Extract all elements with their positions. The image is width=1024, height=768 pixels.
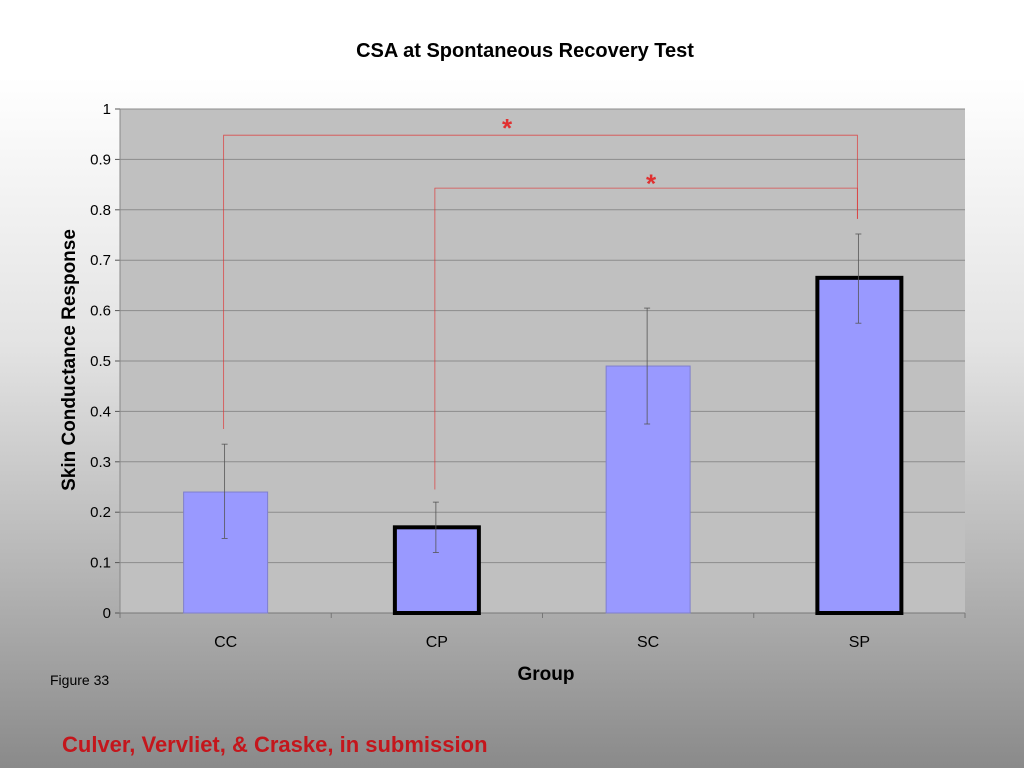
significance-bracket: [434, 187, 858, 490]
figure-label: Figure 33: [50, 672, 110, 688]
bar-cc: [183, 491, 269, 614]
x-tick-label: SP: [849, 634, 870, 651]
y-tick-label: 0.4: [90, 403, 111, 420]
y-tick-label: 0.1: [90, 555, 111, 572]
bar-sc: [605, 365, 691, 614]
y-tick-label: 1: [103, 101, 111, 118]
y-axis-title: Skin Conductance Response: [59, 229, 80, 491]
x-tick-label: SC: [637, 634, 659, 651]
y-tick-label: 0.3: [90, 454, 111, 471]
x-tick-label: CP: [426, 634, 448, 651]
significance-star: *: [646, 169, 657, 199]
y-tick-label: 0.5: [90, 353, 111, 370]
y-tick-label: 0.8: [90, 202, 111, 219]
significance-star: *: [502, 113, 513, 143]
bar-sp: [815, 275, 904, 615]
bar-cp: [392, 525, 481, 616]
x-axis-title: Group: [518, 664, 575, 685]
y-tick-label: 0: [103, 605, 111, 622]
chart-title: CSA at Spontaneous Recovery Test: [356, 40, 694, 62]
citation: Culver, Vervliet, & Craske, in submissio…: [62, 732, 488, 757]
y-tick-label: 0.6: [90, 303, 111, 320]
y-tick-label: 0.9: [90, 151, 111, 168]
x-tick-label: CC: [214, 634, 237, 651]
y-tick-label: 0.7: [90, 252, 111, 269]
y-tick-label: 0.2: [90, 504, 111, 521]
significance-bracket: [223, 134, 858, 430]
plot-area: 0 0.1 0.2 0.3 0.4 0.5 0.6 0.7 0.8 0.9 1 * * CC CP SC SP: [90, 101, 966, 651]
